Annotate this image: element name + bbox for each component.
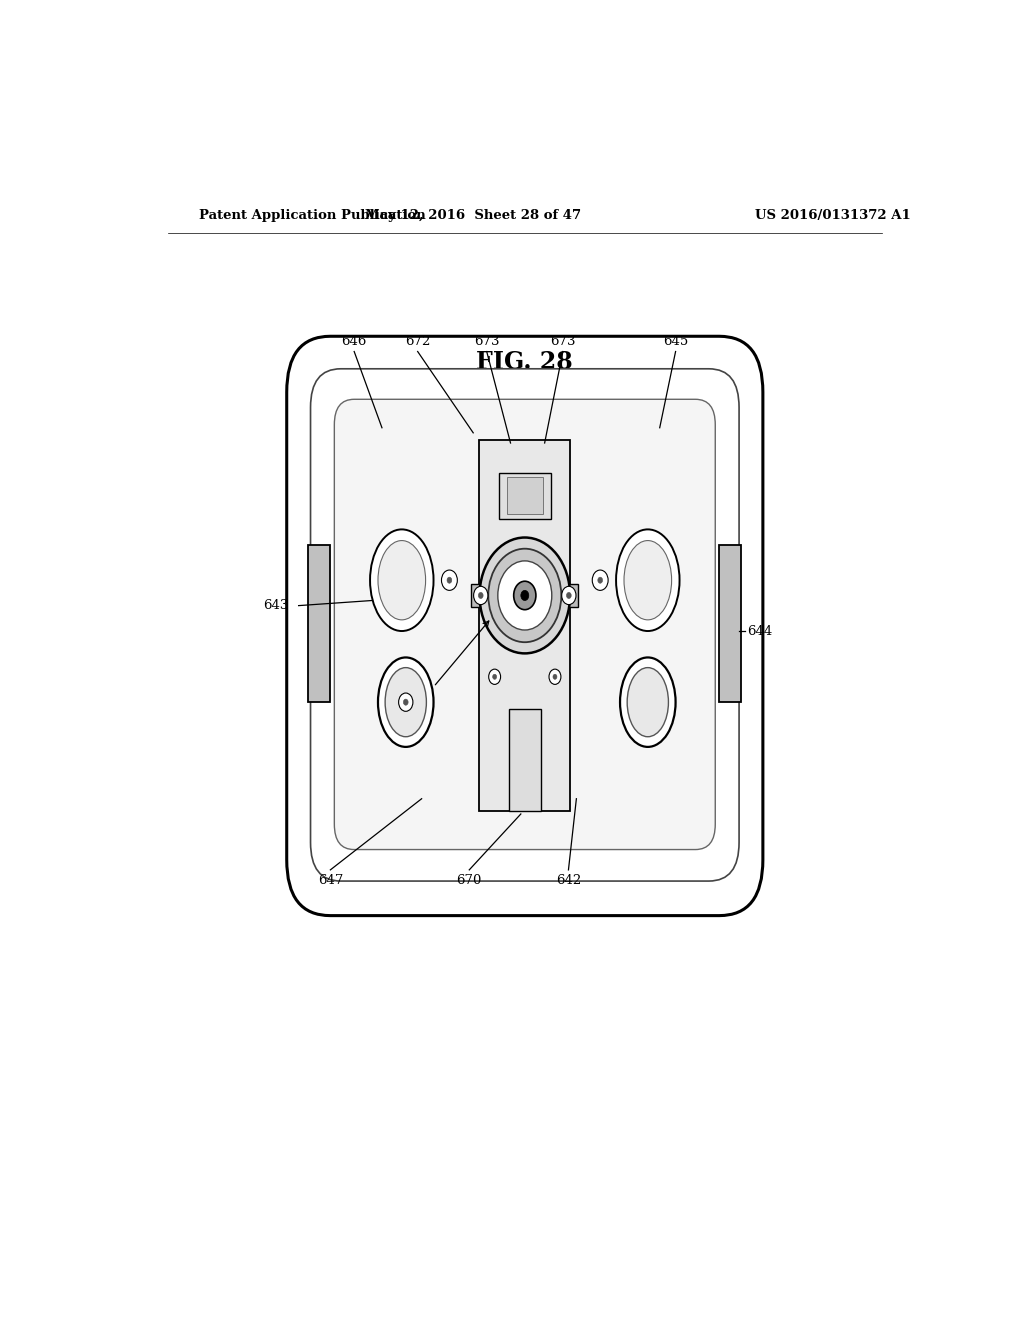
Text: FIG. 28: FIG. 28 [476, 350, 573, 374]
Bar [719, 545, 741, 702]
Text: 646: 646 [341, 335, 367, 348]
Circle shape [398, 693, 413, 711]
Ellipse shape [370, 529, 433, 631]
Bar [509, 709, 541, 810]
Text: 672: 672 [404, 335, 430, 348]
Text: 643: 643 [263, 599, 289, 612]
Ellipse shape [624, 541, 672, 620]
Circle shape [441, 570, 458, 590]
Circle shape [488, 549, 561, 643]
Bar [308, 545, 331, 702]
Bar [499, 474, 551, 519]
Text: 670: 670 [457, 874, 482, 887]
Ellipse shape [378, 657, 433, 747]
Circle shape [598, 577, 602, 583]
Ellipse shape [621, 657, 676, 747]
Circle shape [493, 614, 497, 618]
Circle shape [553, 675, 557, 680]
Text: 647: 647 [317, 874, 343, 887]
FancyBboxPatch shape [287, 337, 763, 916]
Circle shape [553, 614, 557, 618]
Circle shape [566, 593, 571, 598]
Circle shape [403, 700, 409, 705]
Bar [507, 477, 543, 515]
Bar [479, 440, 570, 810]
Text: 673: 673 [474, 335, 500, 348]
Circle shape [521, 590, 528, 601]
Circle shape [549, 669, 561, 684]
FancyBboxPatch shape [334, 399, 715, 850]
Circle shape [592, 570, 608, 590]
Ellipse shape [385, 668, 426, 737]
Circle shape [514, 581, 536, 610]
Circle shape [488, 669, 501, 684]
Text: May 12, 2016  Sheet 28 of 47: May 12, 2016 Sheet 28 of 47 [366, 209, 582, 222]
Circle shape [447, 577, 452, 583]
Circle shape [549, 609, 561, 623]
Text: US 2016/0131372 A1: US 2016/0131372 A1 [755, 209, 910, 222]
Circle shape [474, 586, 487, 605]
Circle shape [493, 675, 497, 680]
Ellipse shape [378, 541, 426, 620]
Text: 673: 673 [550, 335, 575, 348]
Ellipse shape [627, 668, 669, 737]
Ellipse shape [616, 529, 680, 631]
Text: 645: 645 [663, 335, 688, 348]
Circle shape [478, 593, 483, 598]
Text: Patent Application Publication: Patent Application Publication [200, 209, 426, 222]
Circle shape [498, 561, 552, 630]
Circle shape [562, 586, 575, 605]
Circle shape [479, 537, 570, 653]
Text: 642: 642 [556, 874, 581, 887]
Bar [471, 585, 579, 607]
Circle shape [488, 609, 501, 623]
Text: 644: 644 [748, 624, 772, 638]
